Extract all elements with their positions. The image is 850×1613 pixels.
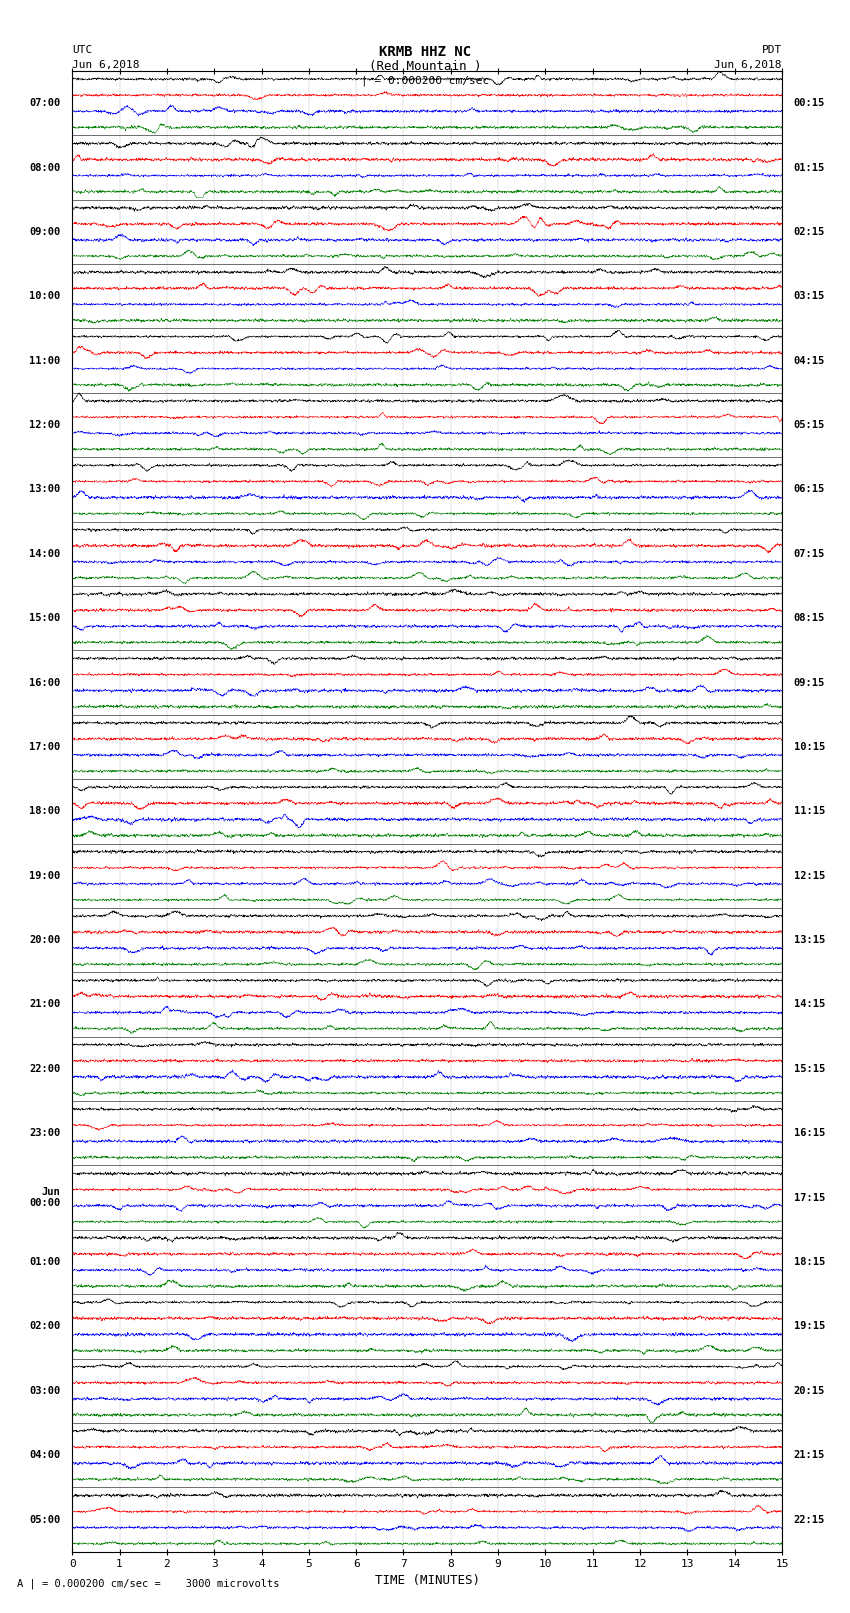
Text: 16:15: 16:15 xyxy=(794,1127,825,1139)
Text: 02:00: 02:00 xyxy=(29,1321,60,1331)
Text: 09:15: 09:15 xyxy=(794,677,825,687)
Text: 07:15: 07:15 xyxy=(794,548,825,558)
Text: 22:15: 22:15 xyxy=(794,1515,825,1524)
Text: Jun
00:00: Jun 00:00 xyxy=(29,1187,60,1208)
Text: 21:15: 21:15 xyxy=(794,1450,825,1460)
Text: PDT: PDT xyxy=(762,45,782,55)
Text: 11:00: 11:00 xyxy=(29,356,60,366)
Text: (Red Mountain ): (Red Mountain ) xyxy=(369,60,481,73)
Text: 16:00: 16:00 xyxy=(29,677,60,687)
Text: 20:00: 20:00 xyxy=(29,936,60,945)
Text: 20:15: 20:15 xyxy=(794,1386,825,1395)
Text: 14:15: 14:15 xyxy=(794,1000,825,1010)
Text: 03:15: 03:15 xyxy=(794,292,825,302)
Text: 13:00: 13:00 xyxy=(29,484,60,495)
Text: 19:00: 19:00 xyxy=(29,871,60,881)
Text: 11:15: 11:15 xyxy=(794,806,825,816)
Text: 01:15: 01:15 xyxy=(794,163,825,173)
Text: 10:15: 10:15 xyxy=(794,742,825,752)
Text: 13:15: 13:15 xyxy=(794,936,825,945)
Text: 06:15: 06:15 xyxy=(794,484,825,495)
Text: 18:00: 18:00 xyxy=(29,806,60,816)
Text: 23:00: 23:00 xyxy=(29,1127,60,1139)
X-axis label: TIME (MINUTES): TIME (MINUTES) xyxy=(375,1574,479,1587)
Text: 04:15: 04:15 xyxy=(794,356,825,366)
Text: Jun 6,2018: Jun 6,2018 xyxy=(715,60,782,69)
Text: 22:00: 22:00 xyxy=(29,1065,60,1074)
Text: A | = 0.000200 cm/sec =    3000 microvolts: A | = 0.000200 cm/sec = 3000 microvolts xyxy=(17,1579,280,1589)
Text: 15:15: 15:15 xyxy=(794,1065,825,1074)
Text: 15:00: 15:00 xyxy=(29,613,60,623)
Text: UTC: UTC xyxy=(72,45,93,55)
Text: 05:15: 05:15 xyxy=(794,419,825,431)
Text: 17:00: 17:00 xyxy=(29,742,60,752)
Text: 08:15: 08:15 xyxy=(794,613,825,623)
Text: 07:00: 07:00 xyxy=(29,98,60,108)
Text: 12:15: 12:15 xyxy=(794,871,825,881)
Text: 01:00: 01:00 xyxy=(29,1257,60,1266)
Text: 21:00: 21:00 xyxy=(29,1000,60,1010)
Text: 19:15: 19:15 xyxy=(794,1321,825,1331)
Text: 17:15: 17:15 xyxy=(794,1192,825,1203)
Text: 03:00: 03:00 xyxy=(29,1386,60,1395)
Text: 05:00: 05:00 xyxy=(29,1515,60,1524)
Text: 04:00: 04:00 xyxy=(29,1450,60,1460)
Text: 12:00: 12:00 xyxy=(29,419,60,431)
Text: 18:15: 18:15 xyxy=(794,1257,825,1266)
Text: KRMB HHZ NC: KRMB HHZ NC xyxy=(379,45,471,58)
Text: 00:15: 00:15 xyxy=(794,98,825,108)
Text: 02:15: 02:15 xyxy=(794,227,825,237)
Text: | = 0.000200 cm/sec: | = 0.000200 cm/sec xyxy=(361,76,489,85)
Text: 10:00: 10:00 xyxy=(29,292,60,302)
Text: Jun 6,2018: Jun 6,2018 xyxy=(72,60,139,69)
Text: 09:00: 09:00 xyxy=(29,227,60,237)
Text: 14:00: 14:00 xyxy=(29,548,60,558)
Text: 08:00: 08:00 xyxy=(29,163,60,173)
